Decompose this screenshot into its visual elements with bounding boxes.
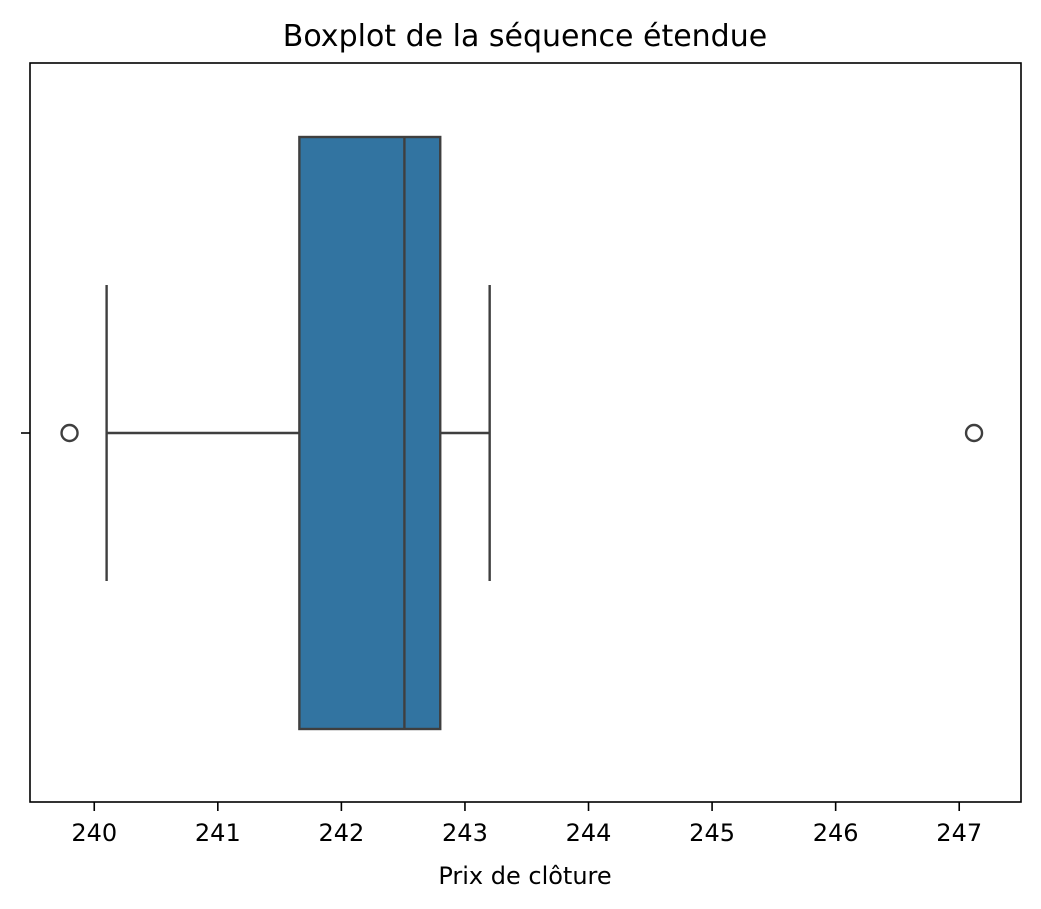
x-axis-ticks: 240 241 242 243 244 245 246 247 [71,802,982,847]
outlier-point [964,423,984,443]
chart-title: Boxplot de la séquence étendue [283,19,767,54]
x-tick-label: 244 [566,819,612,847]
x-tick-label: 242 [318,819,364,847]
x-tick-label: 241 [195,819,241,847]
box-layer [60,135,984,731]
x-axis-label: Prix de clôture [438,862,611,890]
x-tick-label: 243 [442,819,488,847]
x-tick-label: 246 [813,819,859,847]
x-tick-label: 240 [71,819,117,847]
outlier-point [60,423,79,443]
iqr-box [298,135,442,731]
x-tick-label: 245 [689,819,735,847]
x-tick-label: 247 [936,819,982,847]
